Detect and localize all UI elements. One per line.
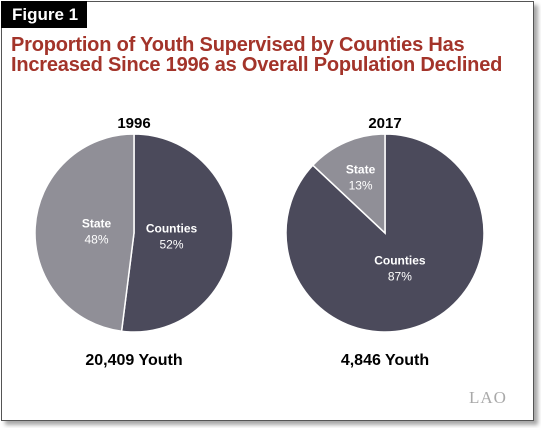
pie-slice-counties-1996 [120, 133, 234, 333]
slice-value-label: 52% [159, 237, 183, 251]
lao-logo: LAO [469, 388, 507, 407]
pie-total-label: 4,846 Youth [341, 352, 429, 369]
slice-name-label: Counties [146, 221, 198, 235]
pie-slice-counties-2017 [285, 133, 485, 333]
pie-year-title: 1996 [117, 115, 150, 132]
slice-value-label: 13% [349, 179, 373, 193]
pie-year-title: 2017 [368, 115, 401, 132]
slice-value-label: 87% [388, 270, 412, 284]
slice-name-label: Counties [374, 254, 426, 268]
title-line-2: Increased Since 1996 as Overall Populati… [11, 54, 503, 76]
slice-name-label: State [82, 217, 112, 231]
pie-slice-state-1996 [34, 133, 135, 333]
figure-label: Figure 1 [1, 1, 87, 28]
slice-value-label: 48% [84, 233, 108, 247]
title-line-1: Proportion of Youth Supervised by Counti… [11, 34, 465, 56]
figure-title: Proportion of Youth Supervised by Counti… [11, 35, 526, 75]
slice-name-label: State [346, 163, 376, 177]
pie-slice-state-2017 [311, 133, 386, 235]
pie-total-label: 20,409 Youth [85, 352, 182, 369]
